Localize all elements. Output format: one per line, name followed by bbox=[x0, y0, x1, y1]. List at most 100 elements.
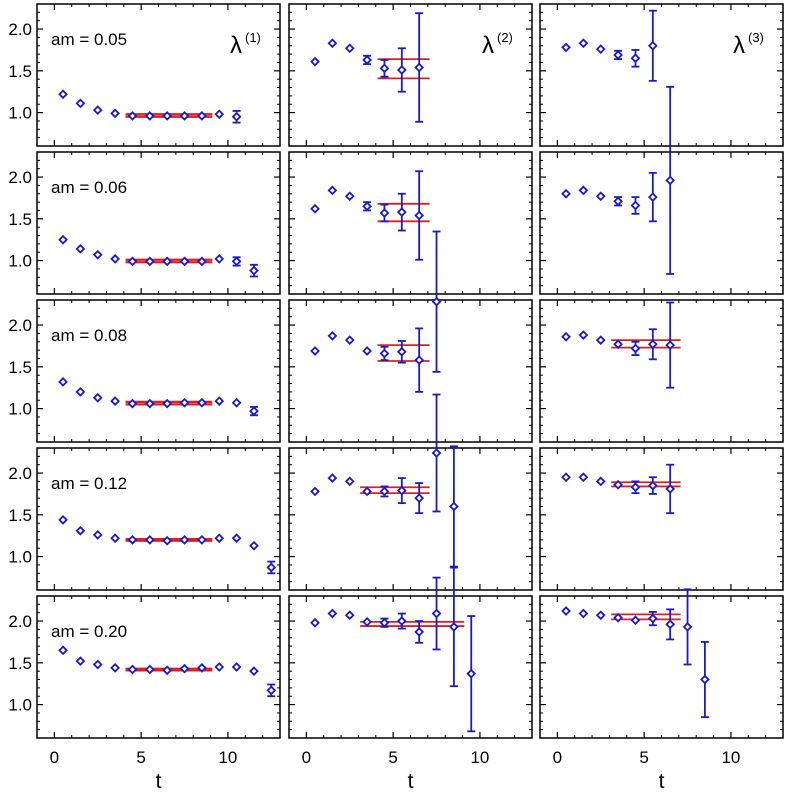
diamond-marker bbox=[327, 473, 338, 483]
diamond-marker bbox=[561, 472, 571, 483]
data-point bbox=[327, 331, 338, 341]
data-point bbox=[561, 331, 571, 342]
diamond-marker bbox=[431, 608, 442, 619]
data-point bbox=[162, 111, 173, 121]
data-point bbox=[92, 249, 103, 260]
data-point bbox=[144, 398, 155, 409]
data-point bbox=[231, 110, 242, 124]
panel-frame bbox=[288, 3, 533, 147]
diamond-marker bbox=[561, 188, 571, 199]
row-label: am = 0.20 bbox=[51, 622, 127, 641]
diamond-marker bbox=[127, 664, 138, 675]
panel-frame bbox=[36, 299, 281, 443]
diamond-marker bbox=[144, 398, 155, 409]
data-point bbox=[647, 610, 658, 627]
data-point bbox=[396, 47, 407, 93]
data-point bbox=[127, 398, 138, 409]
diamond-marker bbox=[344, 610, 355, 621]
diamond-marker bbox=[179, 256, 190, 267]
y-tick-label: 1.0 bbox=[8, 696, 32, 715]
data-point bbox=[110, 108, 120, 119]
data-point bbox=[249, 406, 259, 417]
data-point bbox=[266, 560, 277, 575]
panel-frame bbox=[539, 299, 784, 443]
data-point bbox=[144, 256, 155, 267]
data-point bbox=[127, 256, 138, 267]
x-tick-label: 0 bbox=[553, 748, 562, 767]
data-point bbox=[561, 188, 571, 199]
diamond-marker bbox=[58, 376, 68, 387]
panel-r3-c1: 1.0 1.5 2.0 am = 0.08 bbox=[8, 299, 281, 443]
diamond-marker bbox=[647, 339, 658, 350]
diamond-marker bbox=[362, 346, 372, 356]
diamond-marker bbox=[231, 662, 242, 672]
diamond-marker bbox=[613, 612, 623, 623]
data-point bbox=[179, 663, 190, 674]
diamond-marker bbox=[578, 330, 589, 340]
data-point bbox=[197, 256, 207, 267]
x-axis-label: t bbox=[408, 770, 414, 793]
diamond-marker bbox=[58, 89, 68, 100]
data-point bbox=[362, 54, 372, 66]
data-point bbox=[310, 203, 320, 214]
data-point bbox=[92, 392, 103, 403]
diamond-marker bbox=[144, 664, 155, 675]
panel-r1-c3: λ (3) bbox=[539, 3, 784, 147]
diamond-marker bbox=[231, 397, 242, 408]
data-point bbox=[682, 588, 693, 666]
data-point bbox=[595, 610, 606, 621]
data-point bbox=[613, 49, 623, 61]
diamond-marker bbox=[414, 62, 425, 73]
panel-frame bbox=[539, 595, 784, 739]
diamond-marker bbox=[58, 645, 68, 656]
diamond-marker bbox=[214, 533, 225, 544]
data-point bbox=[214, 254, 225, 264]
diamond-marker bbox=[561, 42, 571, 53]
diamond-marker bbox=[162, 256, 173, 267]
y-tick-label: 1.5 bbox=[8, 358, 32, 377]
diamond-marker bbox=[630, 53, 641, 64]
panel-r4-c2 bbox=[288, 393, 533, 591]
data-point bbox=[630, 615, 641, 626]
data-point bbox=[75, 387, 86, 397]
data-point bbox=[379, 59, 390, 78]
diamond-marker bbox=[310, 346, 320, 356]
data-point bbox=[310, 486, 320, 497]
data-point bbox=[647, 476, 658, 495]
data-point bbox=[110, 662, 120, 673]
diamond-marker bbox=[630, 200, 641, 211]
data-point bbox=[214, 109, 225, 120]
column-label: λ bbox=[482, 32, 494, 59]
data-point bbox=[231, 533, 242, 544]
diamond-marker bbox=[249, 540, 259, 551]
data-point bbox=[58, 514, 68, 525]
data-point bbox=[613, 339, 623, 350]
diamond-marker bbox=[362, 486, 372, 497]
data-point bbox=[630, 480, 641, 495]
x-tick-label: 0 bbox=[50, 748, 59, 767]
data-point bbox=[561, 42, 571, 53]
y-tick-label: 2.0 bbox=[8, 20, 32, 39]
diamond-marker bbox=[396, 65, 407, 75]
diamond-marker bbox=[144, 111, 155, 121]
data-point bbox=[362, 346, 372, 356]
diamond-marker bbox=[197, 662, 207, 673]
diamond-marker bbox=[214, 254, 225, 264]
data-point bbox=[162, 398, 173, 409]
data-point bbox=[162, 256, 173, 267]
data-point bbox=[75, 656, 86, 667]
diamond-marker bbox=[58, 514, 68, 525]
data-point bbox=[466, 615, 477, 733]
diamond-marker bbox=[595, 191, 606, 202]
diamond-marker bbox=[379, 208, 390, 218]
diamond-marker bbox=[162, 398, 173, 409]
panel-r3-c2 bbox=[288, 230, 533, 443]
diamond-marker bbox=[613, 479, 623, 490]
data-point bbox=[310, 56, 320, 67]
diamond-marker bbox=[127, 398, 138, 409]
diamond-marker bbox=[665, 484, 676, 494]
data-point bbox=[197, 535, 207, 545]
diamond-marker bbox=[595, 44, 606, 54]
diamond-marker bbox=[682, 622, 693, 632]
data-point bbox=[344, 610, 355, 621]
